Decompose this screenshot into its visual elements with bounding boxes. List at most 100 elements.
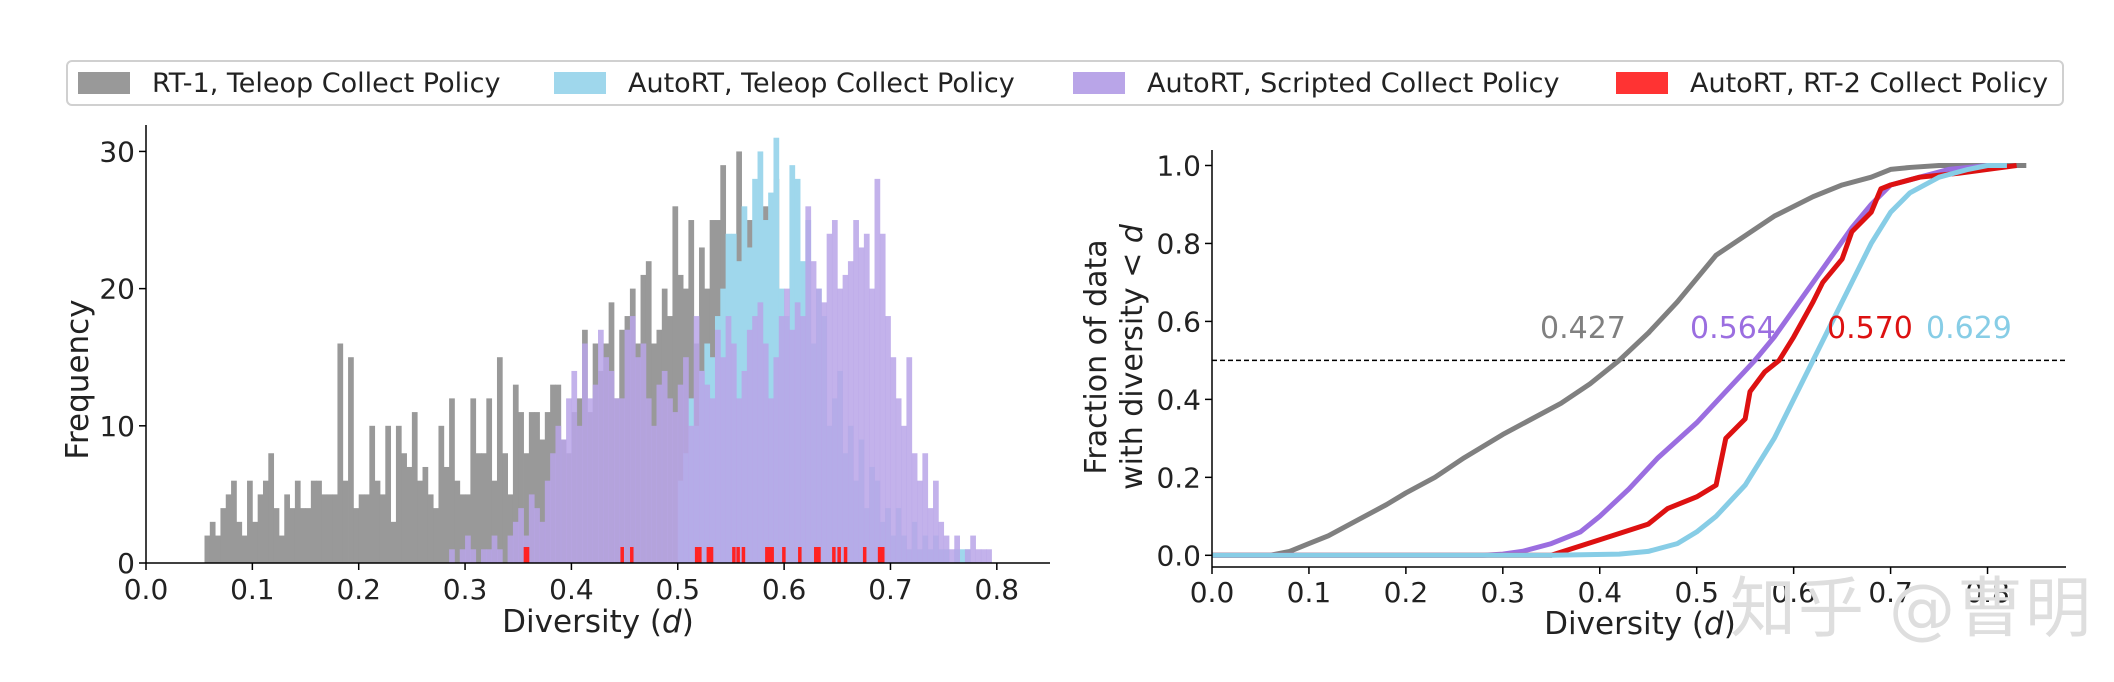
- histogram-bar: [635, 357, 641, 563]
- x-tick-label: 0.1: [230, 573, 275, 606]
- legend-item: RT-1, Teleop Collect Policy: [78, 62, 500, 104]
- x-tick-label: 0.8: [1965, 576, 2010, 609]
- histogram-bar: [481, 453, 487, 563]
- histogram-bar: [475, 453, 482, 563]
- histogram-bar: [385, 425, 392, 563]
- histogram-bar: [209, 521, 216, 563]
- histogram-bar: [831, 220, 838, 563]
- histogram-bar: [853, 220, 859, 563]
- histogram-bar: [332, 494, 338, 563]
- histogram-bar: [417, 480, 423, 563]
- rug-mark: [765, 547, 769, 563]
- x-tick-label: 0.3: [443, 573, 488, 606]
- histogram-bar: [459, 494, 466, 563]
- histogram-bar: [837, 288, 844, 563]
- histogram-bar: [842, 274, 849, 563]
- rug-mark: [709, 547, 714, 563]
- histogram-bar: [241, 535, 248, 563]
- histogram-bar: [454, 480, 461, 563]
- histogram-bar: [220, 508, 227, 563]
- x-tick-label: 0.1: [1287, 576, 1332, 609]
- histogram-bar: [651, 425, 657, 563]
- histogram-bar: [911, 453, 918, 563]
- histogram-bar: [927, 508, 934, 563]
- histogram-bar: [816, 288, 822, 563]
- histogram-bar: [943, 535, 950, 563]
- x-tick-label: 0.8: [975, 573, 1020, 606]
- y-axis-label-line2: with diversity < d: [1115, 223, 1150, 490]
- y-tick-label: 0.8: [1156, 227, 1201, 260]
- histogram-chart: 0.0 0.1 0.2 0.3 0.4 0.5 0.6 0.7 0.8 0 10 20 30 Divers…: [60, 125, 1050, 640]
- y-tick-label: 0: [117, 547, 135, 580]
- x-axis-label-text: Diversity (: [1544, 606, 1704, 642]
- rug-mark: [862, 547, 867, 563]
- histogram-bar: [433, 508, 439, 563]
- x-axis-label-var: d: [662, 604, 682, 640]
- rug-mark: [782, 547, 786, 563]
- histogram-bar: [869, 288, 875, 563]
- histogram-bar: [874, 178, 881, 563]
- legend-item: AutoRT, Teleop Collect Policy: [554, 62, 1015, 104]
- histogram-bar: [353, 508, 360, 563]
- histogram-bar: [231, 480, 237, 563]
- x-tick-label: 0.2: [336, 573, 381, 606]
- histogram-bar: [262, 480, 269, 563]
- histogram-bar: [528, 412, 535, 563]
- histogram-bar: [369, 425, 376, 563]
- histogram-bar: [762, 343, 769, 563]
- legend-swatch: [1616, 72, 1668, 94]
- histogram-bar: [502, 453, 508, 563]
- histogram-bar: [768, 398, 774, 563]
- legend-item: AutoRT, RT-2 Collect Policy: [1616, 62, 2048, 104]
- histogram-bar: [465, 494, 471, 563]
- histogram-bar: [699, 370, 705, 563]
- histogram-bar: [693, 316, 700, 563]
- histogram-bar: [518, 412, 524, 563]
- y-axis-label-line2-var: d: [1115, 223, 1150, 243]
- histogram-bar: [470, 549, 477, 563]
- histogram-bar: [677, 384, 684, 563]
- chart-legend: RT-1, Teleop Collect Policy AutoRT, Teleo…: [66, 60, 2064, 106]
- histogram-bar: [890, 357, 897, 563]
- histogram-bar: [252, 521, 259, 563]
- legend-label: RT-1, Teleop Collect Policy: [152, 67, 501, 99]
- rug-mark: [881, 547, 885, 563]
- histogram-bar: [948, 549, 955, 563]
- rug-mark: [698, 547, 702, 563]
- histogram-bar: [959, 549, 966, 563]
- histogram-bar: [348, 357, 354, 563]
- histogram-bar: [247, 480, 253, 563]
- histogram-bar: [805, 206, 812, 563]
- x-tick-label: 0.5: [655, 573, 700, 606]
- median-annotation: 0.427: [1540, 311, 1626, 346]
- y-tick-label: 1.0: [1156, 149, 1201, 182]
- histogram-bar: [438, 425, 445, 563]
- histogram-bar: [598, 329, 604, 563]
- histogram-bar: [885, 316, 891, 563]
- histogram-bar: [364, 494, 370, 563]
- histogram-bar: [427, 494, 434, 563]
- x-tick-label: 0.3: [1481, 576, 1526, 609]
- cdf-series-line: [1212, 162, 2027, 558]
- histogram-bar: [539, 521, 546, 563]
- histogram-bar: [704, 384, 711, 563]
- rug-mark: [525, 547, 530, 563]
- histogram-bar: [587, 398, 594, 563]
- histogram-bar: [667, 398, 673, 563]
- histogram-bar: [449, 398, 455, 563]
- rug-mark: [630, 547, 634, 563]
- histogram-bar: [555, 425, 562, 563]
- rug-mark: [741, 547, 746, 563]
- histogram-bar: [486, 549, 493, 563]
- histogram-bar: [661, 370, 668, 563]
- x-tick-label: 0.0: [1190, 576, 1235, 609]
- histogram-bar: [906, 357, 913, 563]
- x-axis-label-var: d: [1704, 606, 1724, 642]
- median-annotation: 0.570: [1827, 311, 1913, 346]
- histogram-bar: [550, 453, 556, 563]
- histogram-bar: [794, 302, 801, 563]
- cdf-chart: 0.427 0.564 0.570 0.629 0.0 0.1 0.2 0.3 0.4 0.5 0.…: [1079, 149, 2066, 642]
- histogram-bar: [294, 480, 301, 563]
- histogram-bar: [917, 480, 923, 563]
- histogram-bar: [858, 247, 865, 563]
